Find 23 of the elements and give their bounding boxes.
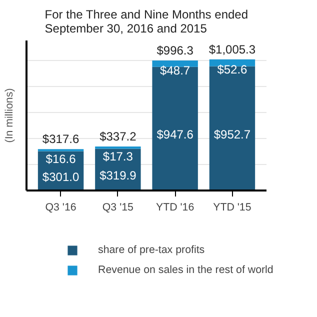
data-label: $952.7 [214,127,251,142]
data-label: $52.6 [217,62,248,76]
x-tick-label: Q3 '16 [45,202,76,214]
data-label: $16.6 [46,152,76,166]
y-axis-title: (In millions) [4,88,16,143]
bar [209,66,256,190]
total-label: $337.2 [100,130,137,144]
data-label: $48.7 [160,64,190,78]
data-label: $301.0 [42,170,80,184]
bar [152,60,198,67]
x-tick-label: YTD '15 [213,202,252,214]
x-tick-label: YTD '16 [156,202,194,214]
data-label: $947.6 [156,128,194,142]
data-label: $319.9 [100,168,137,183]
total-label: $996.3 [156,44,194,58]
total-label: $1,005.3 [208,42,256,56]
chart-title: For the Three and Nine Months ended September 30, 2016 and 2015 [44,8,248,36]
bar [152,66,198,190]
legend-label: share of pre-tax profits [98,244,205,256]
legend-label: Revenue on sales in the rest of world [98,264,274,276]
total-label: $317.6 [42,132,80,146]
data-label: $17.3 [102,150,134,164]
x-tick-label: Q3 '15 [102,202,134,214]
